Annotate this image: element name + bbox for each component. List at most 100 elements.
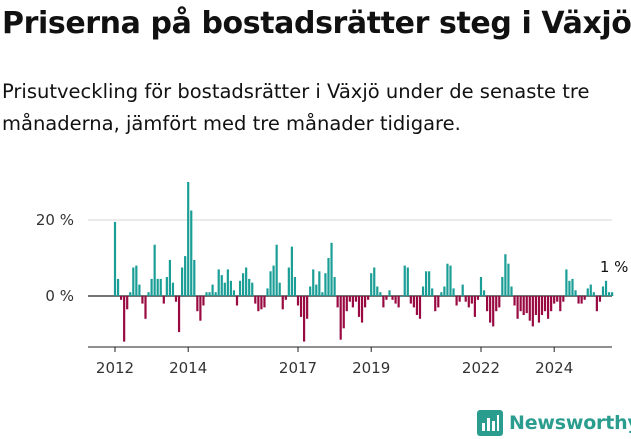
bar — [269, 271, 272, 296]
bar — [437, 296, 440, 308]
bar — [534, 296, 537, 315]
bar — [519, 296, 522, 312]
bar — [574, 290, 577, 296]
bar — [379, 292, 382, 296]
bar — [144, 296, 147, 319]
bar — [357, 296, 361, 317]
bar — [550, 296, 553, 312]
bar — [504, 254, 507, 296]
bar — [193, 259, 196, 296]
x-tick-label: 2019 — [352, 359, 390, 377]
bar — [424, 271, 428, 296]
bar — [495, 296, 498, 312]
bar — [336, 296, 339, 308]
bar — [284, 296, 287, 300]
bar — [229, 280, 232, 296]
bar — [120, 296, 123, 300]
bar — [354, 296, 358, 302]
bar — [147, 292, 150, 296]
bar — [501, 277, 504, 296]
bar — [290, 246, 293, 296]
bar — [156, 278, 159, 296]
bar — [489, 296, 492, 323]
bar — [302, 296, 306, 342]
bar — [464, 296, 467, 302]
bar — [556, 296, 559, 302]
y-tick-label: 20 % — [36, 211, 74, 229]
bar — [141, 296, 144, 304]
bar — [330, 242, 333, 296]
bar — [421, 286, 425, 296]
bar — [266, 288, 269, 296]
bar — [275, 244, 278, 296]
bar — [360, 296, 364, 323]
bar — [531, 296, 534, 327]
bar — [281, 296, 284, 310]
bar — [199, 296, 202, 321]
bar — [611, 292, 614, 296]
bar — [598, 296, 602, 302]
bar — [476, 296, 480, 300]
bar — [415, 296, 419, 315]
bar — [443, 286, 446, 296]
bar — [385, 296, 388, 300]
bar — [461, 284, 464, 296]
bar — [485, 296, 489, 312]
x-tick-label: 2012 — [96, 359, 134, 377]
bar — [138, 284, 141, 296]
bar — [251, 282, 254, 296]
bar — [522, 296, 525, 315]
bar — [162, 296, 165, 304]
bar — [516, 296, 519, 319]
bar — [351, 296, 354, 308]
bar — [309, 286, 312, 296]
bar — [418, 296, 422, 319]
bar — [571, 278, 574, 296]
bar — [202, 296, 205, 306]
bar — [312, 269, 315, 296]
bar — [458, 296, 461, 302]
bar — [543, 296, 547, 312]
bar — [116, 278, 120, 296]
bar — [373, 267, 376, 296]
bar — [217, 269, 220, 296]
bar — [382, 296, 385, 308]
bar — [184, 256, 187, 296]
bar — [513, 296, 516, 306]
bar — [470, 296, 473, 304]
chart-subtitle: Prisutveckling för bostadsrätter i Växjö… — [2, 80, 590, 135]
newsworthy-logo-icon — [477, 410, 503, 436]
bar — [123, 296, 126, 342]
bar — [604, 280, 608, 296]
bar — [431, 288, 434, 296]
bar — [589, 284, 592, 296]
bar — [177, 296, 181, 333]
bar — [287, 267, 290, 296]
bar — [208, 292, 211, 296]
bar — [327, 258, 330, 296]
bar — [510, 286, 513, 296]
bar — [235, 296, 239, 306]
bar — [607, 292, 611, 296]
brand-name: Newsworthy — [509, 412, 631, 434]
bar — [159, 278, 162, 296]
bar — [394, 296, 397, 304]
bar — [440, 292, 443, 296]
bar — [174, 296, 178, 302]
bar — [171, 282, 175, 296]
bar — [449, 265, 452, 296]
bar — [293, 277, 297, 296]
bar — [211, 284, 214, 296]
bar — [601, 286, 605, 296]
bar — [528, 296, 531, 321]
x-tick-label: 2017 — [279, 359, 317, 377]
bar — [306, 296, 309, 319]
bar — [409, 296, 412, 304]
bar — [397, 296, 400, 308]
bar — [342, 296, 345, 329]
latest-value-label: 1 % — [600, 258, 629, 276]
bar — [299, 296, 303, 317]
bar — [129, 292, 132, 296]
bar — [568, 280, 571, 296]
bar — [257, 296, 260, 312]
